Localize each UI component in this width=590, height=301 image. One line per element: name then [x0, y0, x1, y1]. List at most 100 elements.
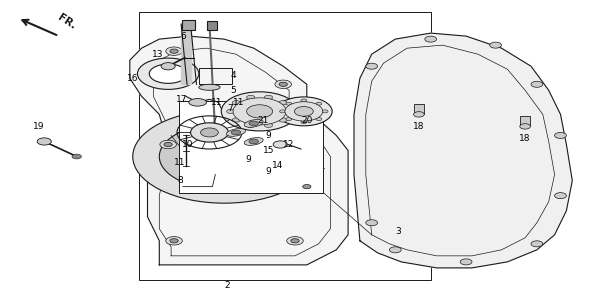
- Text: 13: 13: [152, 50, 164, 59]
- Circle shape: [149, 64, 187, 83]
- Circle shape: [322, 110, 328, 113]
- Text: 18: 18: [519, 134, 531, 143]
- Circle shape: [286, 117, 292, 120]
- Ellipse shape: [189, 99, 206, 106]
- Circle shape: [170, 49, 178, 53]
- Text: 2: 2: [224, 281, 230, 290]
- Circle shape: [232, 118, 241, 122]
- Ellipse shape: [199, 84, 220, 90]
- Circle shape: [460, 259, 472, 265]
- Circle shape: [414, 112, 424, 117]
- Circle shape: [276, 97, 332, 126]
- Bar: [179, 101, 323, 193]
- Circle shape: [249, 139, 258, 144]
- Circle shape: [161, 63, 175, 70]
- Circle shape: [247, 123, 255, 127]
- Text: 11: 11: [174, 158, 186, 167]
- Text: 16: 16: [127, 74, 139, 83]
- Circle shape: [137, 58, 199, 89]
- Circle shape: [299, 182, 315, 191]
- Circle shape: [284, 109, 293, 113]
- Circle shape: [531, 241, 543, 247]
- Circle shape: [37, 138, 51, 145]
- Circle shape: [555, 193, 566, 199]
- Text: FR.: FR.: [56, 13, 78, 32]
- Text: 10: 10: [182, 140, 194, 149]
- Text: 7: 7: [227, 104, 233, 113]
- Text: 11: 11: [233, 98, 245, 107]
- Circle shape: [249, 121, 258, 126]
- Circle shape: [160, 140, 176, 149]
- Text: 4: 4: [230, 71, 236, 80]
- Bar: [414, 104, 424, 114]
- Circle shape: [279, 82, 287, 86]
- Circle shape: [303, 185, 311, 189]
- Circle shape: [280, 110, 286, 113]
- Circle shape: [490, 42, 502, 48]
- Circle shape: [278, 118, 287, 122]
- Circle shape: [425, 36, 437, 42]
- Polygon shape: [354, 33, 572, 268]
- Bar: [520, 116, 530, 126]
- Text: 17: 17: [176, 95, 188, 104]
- Circle shape: [286, 102, 292, 105]
- Circle shape: [247, 95, 255, 100]
- Circle shape: [520, 124, 530, 129]
- Circle shape: [233, 98, 286, 125]
- Bar: [199, 68, 232, 84]
- Bar: [182, 20, 195, 30]
- Circle shape: [291, 239, 299, 243]
- Circle shape: [247, 105, 273, 118]
- Circle shape: [531, 81, 543, 87]
- Bar: [206, 21, 217, 30]
- Bar: [139, 12, 431, 280]
- Text: 12: 12: [283, 140, 295, 149]
- Circle shape: [186, 137, 263, 176]
- Circle shape: [164, 142, 172, 147]
- Text: 8: 8: [177, 176, 183, 185]
- Circle shape: [227, 109, 235, 113]
- Text: 15: 15: [263, 146, 274, 155]
- Text: 9: 9: [266, 167, 271, 176]
- Text: 19: 19: [32, 122, 44, 131]
- Text: 20: 20: [301, 116, 313, 125]
- Circle shape: [294, 107, 313, 116]
- Circle shape: [275, 80, 291, 88]
- Text: 11: 11: [211, 98, 223, 107]
- Circle shape: [555, 132, 566, 138]
- Circle shape: [133, 110, 316, 203]
- Text: 14: 14: [271, 161, 283, 170]
- Circle shape: [285, 102, 323, 121]
- Circle shape: [72, 154, 81, 159]
- Ellipse shape: [244, 138, 263, 145]
- Circle shape: [166, 47, 182, 55]
- Text: 9: 9: [266, 131, 271, 140]
- Circle shape: [316, 102, 322, 105]
- Circle shape: [366, 63, 378, 69]
- Text: 18: 18: [413, 122, 425, 131]
- Circle shape: [273, 141, 287, 148]
- Circle shape: [278, 101, 287, 105]
- Circle shape: [301, 121, 307, 124]
- Circle shape: [232, 101, 241, 105]
- Circle shape: [221, 92, 298, 131]
- Circle shape: [231, 130, 241, 135]
- Circle shape: [301, 99, 307, 102]
- Circle shape: [201, 128, 218, 137]
- Text: 5: 5: [230, 86, 236, 95]
- Circle shape: [389, 247, 401, 253]
- Circle shape: [264, 95, 273, 100]
- Ellipse shape: [244, 119, 263, 127]
- Circle shape: [287, 237, 303, 245]
- Circle shape: [366, 220, 378, 226]
- Circle shape: [159, 123, 289, 190]
- Polygon shape: [130, 36, 348, 265]
- Circle shape: [316, 117, 322, 120]
- Ellipse shape: [227, 129, 245, 136]
- Text: 6: 6: [180, 32, 186, 41]
- Text: 3: 3: [395, 227, 401, 236]
- Text: 9: 9: [245, 155, 251, 164]
- Text: 21: 21: [257, 116, 268, 125]
- Circle shape: [170, 239, 178, 243]
- Circle shape: [166, 237, 182, 245]
